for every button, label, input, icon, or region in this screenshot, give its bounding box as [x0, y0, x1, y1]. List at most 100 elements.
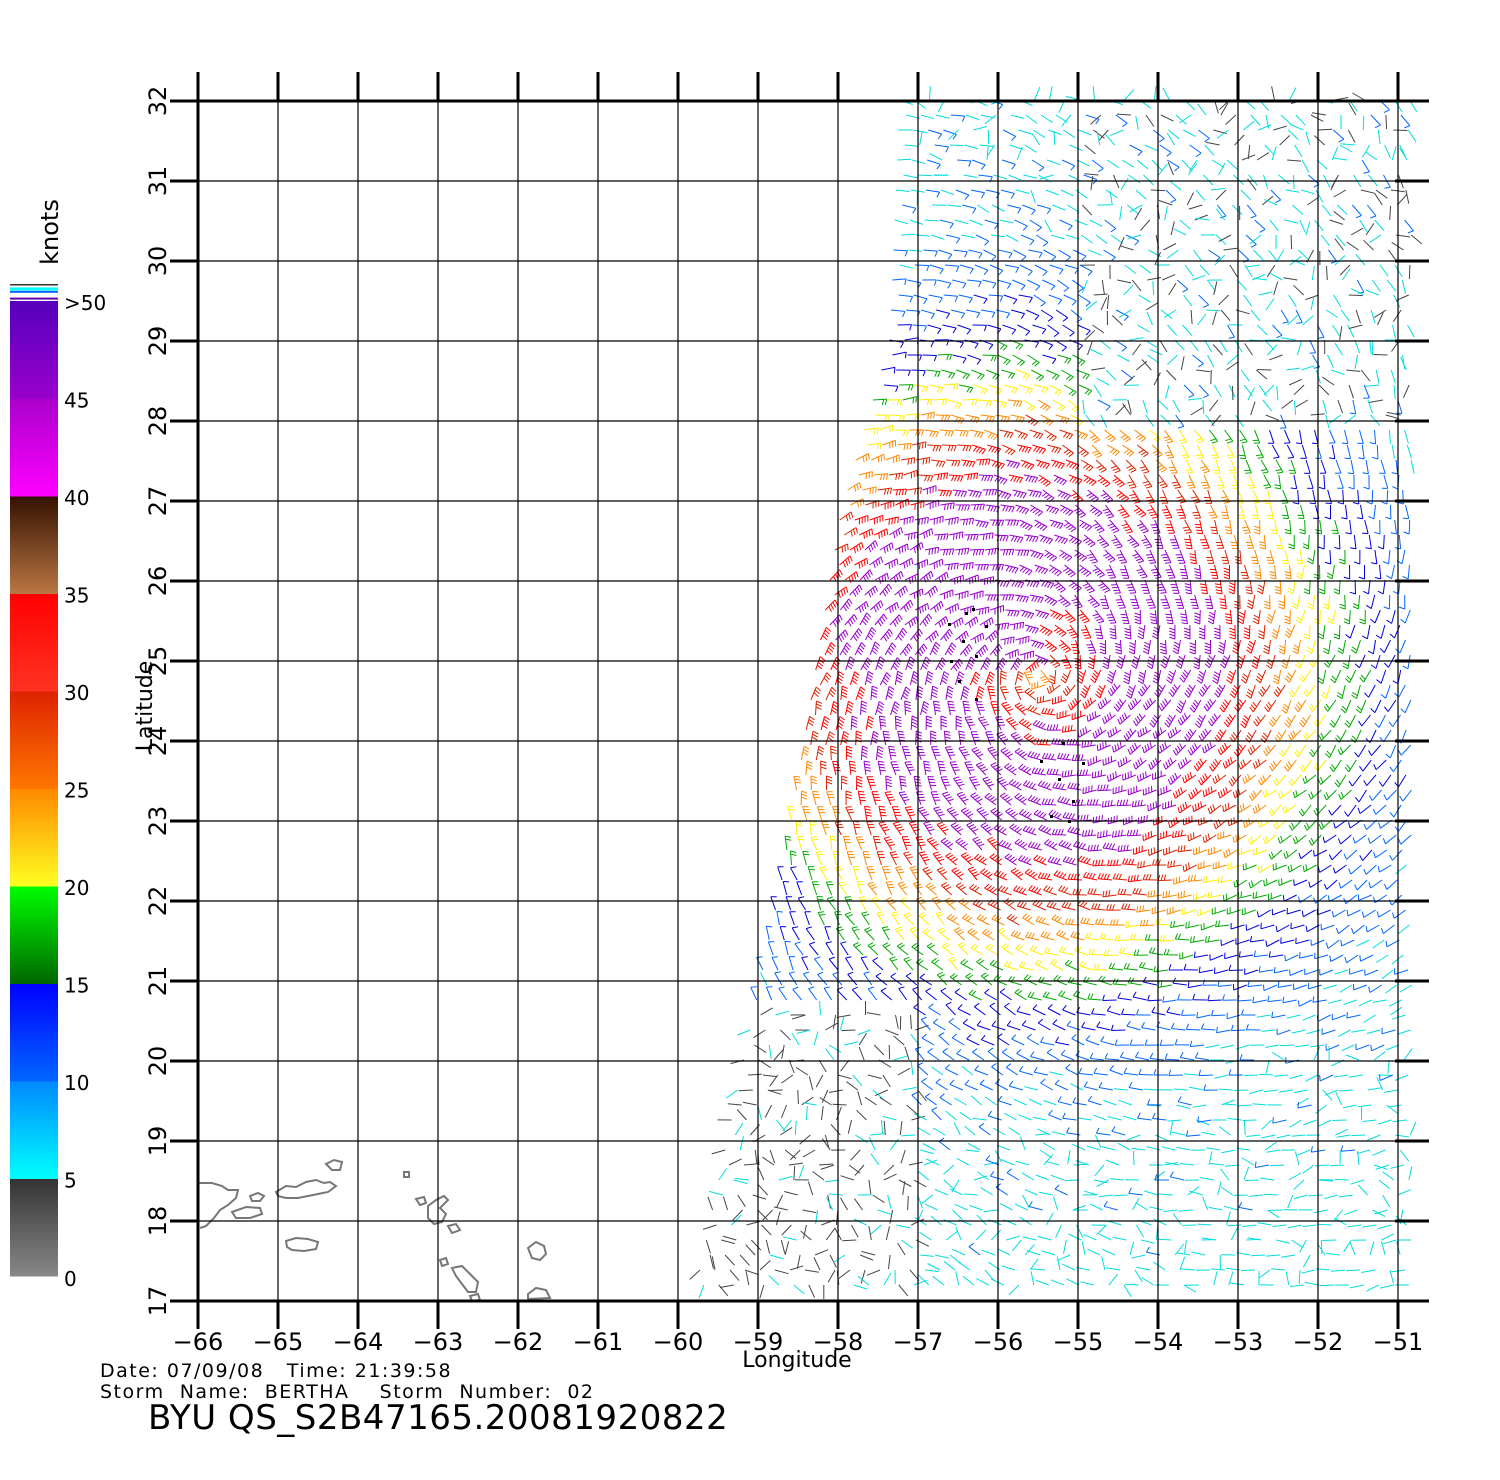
wind-barb-feather	[964, 194, 970, 200]
wind-barb-shaft	[1274, 564, 1277, 579]
wind-barb-feather	[1079, 615, 1086, 619]
wind-barb-feather	[967, 548, 970, 555]
wind-barb-shaft	[1254, 759, 1267, 769]
wind-barb-shaft	[924, 546, 939, 551]
wind-barb-feather	[1006, 494, 1012, 500]
wind-barb-shaft	[840, 686, 843, 701]
wind-barb-shaft	[1094, 729, 1107, 739]
wind-barb-shaft	[1180, 699, 1187, 714]
wind-barb-feather	[960, 475, 964, 482]
wind-barb-feather	[963, 753, 970, 757]
wind-barb-shaft	[1167, 324, 1178, 336]
wind-barb-feather	[1161, 468, 1167, 473]
wind-barb-feather	[1255, 678, 1261, 684]
wind-barb-shaft	[1321, 204, 1332, 217]
wind-barb-feather	[1103, 656, 1110, 661]
wind-barb-shaft	[1271, 444, 1280, 458]
wind-barb-feather	[969, 387, 974, 394]
wind-barb-feather	[939, 268, 944, 275]
wind-barb-feather	[1209, 514, 1216, 517]
wind-barb-feather	[1092, 450, 1099, 454]
wind-barb-shaft	[1331, 444, 1336, 459]
wind-barb-feather	[949, 709, 956, 712]
wind-barb-shaft	[1154, 519, 1161, 534]
wind-barb-feather	[878, 532, 880, 539]
wind-barb-shaft	[978, 474, 993, 477]
wind-barb-shaft	[1142, 399, 1148, 414]
wind-barb-feather	[1046, 433, 1052, 439]
wind-barb-feather	[822, 724, 828, 729]
wind-barb-shaft	[912, 324, 927, 327]
wind-barb-feather	[816, 703, 822, 707]
wind-barb-shaft	[1047, 444, 1061, 449]
wind-barb-feather	[1126, 465, 1133, 469]
wind-barb-shaft	[1360, 699, 1367, 714]
wind-barb-feather	[958, 674, 964, 679]
wind-barb-feather	[1010, 721, 1017, 725]
wind-barb-shaft	[879, 672, 888, 686]
wind-barb-shaft	[1196, 369, 1211, 373]
wind-barb-feather	[948, 372, 953, 379]
wind-barb-feather	[1255, 718, 1260, 725]
wind-barb-shaft	[1309, 579, 1311, 595]
wind-barb-shaft	[1109, 609, 1117, 624]
wind-barb-feather	[868, 632, 874, 638]
wind-barb-shaft	[948, 474, 963, 477]
wind-barb-shaft	[1299, 429, 1303, 444]
wind-barb-feather	[976, 359, 982, 365]
wind-barb-feather	[1131, 661, 1138, 667]
wind-barb-feather	[851, 679, 857, 685]
wind-barb-feather	[919, 590, 921, 597]
wind-barb-shaft	[1042, 354, 1057, 360]
wind-barb-shaft	[916, 746, 922, 761]
wind-barb-shaft	[1384, 144, 1391, 159]
wind-barb-feather	[1044, 387, 1049, 394]
wind-barb-feather	[1353, 561, 1360, 565]
colorbar-tick-label: 40	[64, 486, 89, 510]
wind-barb-shaft	[1248, 174, 1259, 186]
wind-barb-feather	[1223, 655, 1229, 660]
wind-barb-feather	[895, 574, 899, 581]
wind-barb-shaft	[997, 354, 1011, 362]
wind-barb-shaft	[946, 459, 961, 462]
wind-barb-shaft	[1042, 279, 1056, 287]
wind-barb-feather	[1040, 568, 1046, 574]
wind-barb-feather	[937, 328, 942, 335]
wind-barb-feather	[871, 688, 878, 692]
wind-barb-shaft	[1322, 624, 1326, 639]
wind-barb-feather	[1273, 456, 1280, 459]
wind-barb-feather	[1096, 538, 1103, 542]
wind-barb-feather	[1047, 582, 1052, 588]
wind-barb-feather	[1141, 576, 1148, 579]
wind-barb-shaft	[1240, 189, 1252, 201]
wind-barb-feather	[849, 763, 856, 766]
wind-barb-feather	[1404, 125, 1411, 129]
wind-barb-feather	[853, 614, 858, 620]
wind-barb-feather	[985, 522, 989, 529]
wind-barb-shaft	[1166, 444, 1175, 458]
wind-barb-feather	[856, 650, 862, 656]
wind-barb-feather	[1035, 342, 1039, 348]
wind-barb-feather	[1203, 684, 1208, 690]
wind-barb-feather	[951, 518, 953, 525]
wind-barb-feather	[1264, 486, 1271, 489]
wind-barb-feather	[1201, 592, 1208, 595]
wind-barb-feather	[1225, 438, 1232, 442]
wind-barb-shaft	[926, 369, 941, 373]
wind-barb-feather	[1390, 532, 1397, 535]
wind-barb-feather	[935, 445, 939, 452]
wind-barb-shaft	[904, 337, 919, 341]
wind-barb-feather	[891, 518, 893, 525]
wind-barb-feather	[1297, 701, 1302, 708]
wind-barb-shaft	[1360, 369, 1371, 382]
wind-barb-feather	[928, 572, 932, 579]
wind-barb-shaft	[1242, 120, 1255, 131]
wind-barb-feather	[1070, 769, 1073, 776]
wind-barb-shaft	[890, 761, 897, 776]
wind-barb-feather	[1052, 768, 1056, 775]
wind-barb-feather	[1046, 724, 1050, 731]
wind-barb-feather	[959, 736, 966, 739]
wind-barb-feather	[1031, 767, 1036, 774]
wind-barb-shaft	[891, 309, 906, 312]
wind-barb-shaft	[923, 249, 938, 252]
